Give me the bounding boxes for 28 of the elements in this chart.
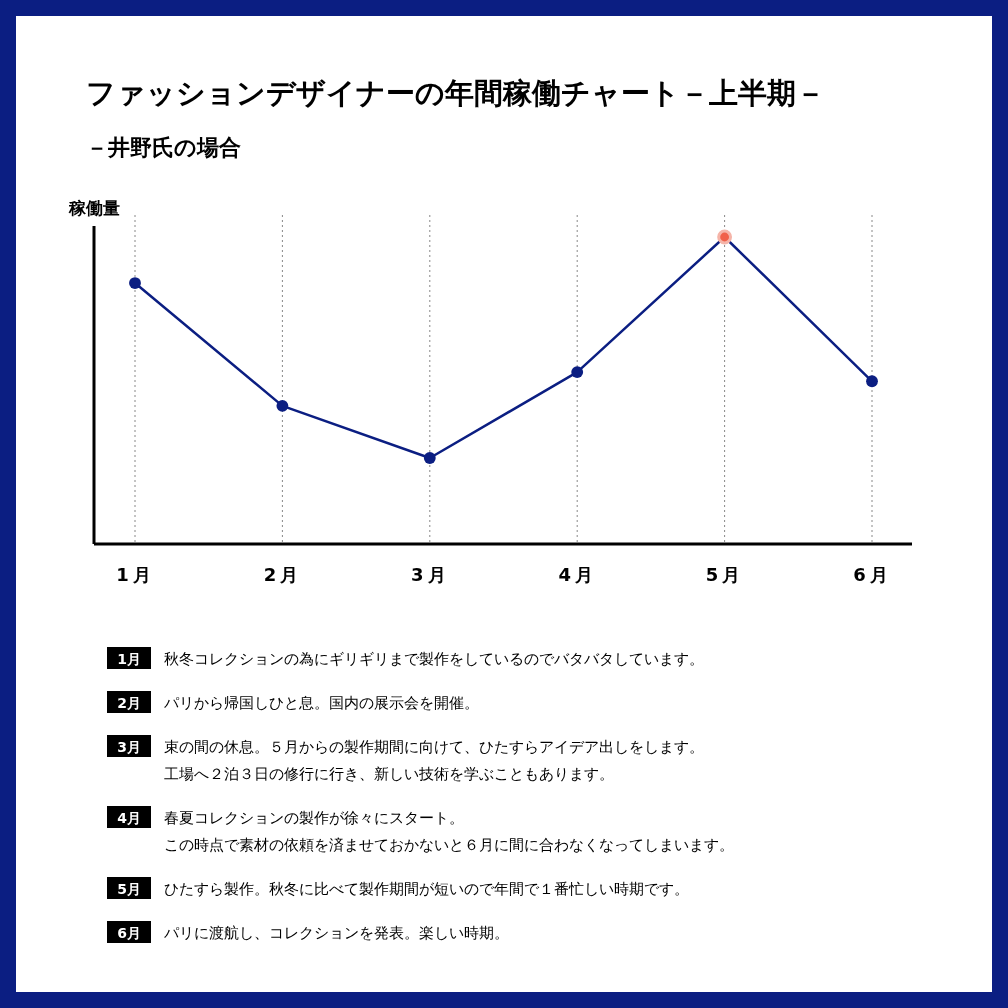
text: 1月 [117, 651, 141, 667]
text: 6月 [117, 925, 141, 941]
text: 5月 [117, 881, 141, 897]
x-tick-label: 3月 [411, 563, 450, 585]
text: この時点で素材の依頼を済ませておかないと６月に間に合わなくなってしまいます。 [164, 837, 734, 853]
point [866, 375, 878, 388]
point [571, 366, 584, 378]
x-tick-label: 1月 [116, 563, 155, 585]
point [129, 277, 141, 289]
x-tick-label: 2月 [263, 563, 303, 585]
x-tick-label: 5月 [705, 563, 745, 585]
y-axis-title: 稼働量 [67, 198, 120, 218]
text: 春夏コレクションの製作が徐々にスタート。 [164, 810, 464, 826]
text: 工場へ２泊３日の修行に行き、新しい技術を学ぶこともあります。 [164, 766, 614, 782]
chart-title: ファッションデザイナーの年間稼働チャート－上半期－ [86, 76, 825, 110]
x-tick-label: 6月 [853, 563, 892, 585]
text: 秋冬コレクションの為にギリギリまで製作をしているのでバタバタしています。 [164, 651, 704, 667]
text: 3月 [117, 739, 141, 755]
text: 4月 [117, 810, 141, 826]
point [423, 452, 436, 464]
text: ひたすら製作。秋冬に比べて製作期間が短いので年間で１番忙しい時期です。 [164, 881, 689, 897]
text: パリから帰国しひと息。国内の展示会を開催。 [163, 695, 479, 711]
x-tick-label: 4月 [558, 563, 597, 585]
chart-subtitle: －井野氏の場合 [86, 135, 241, 160]
text: パリに渡航し、コレクションを発表。楽しい時期。 [163, 925, 509, 941]
text: 2月 [117, 695, 141, 711]
point [276, 399, 289, 412]
text: 束の間の休息。５月からの製作期間に向けて、ひたすらアイデア出しをします。 [164, 739, 704, 755]
